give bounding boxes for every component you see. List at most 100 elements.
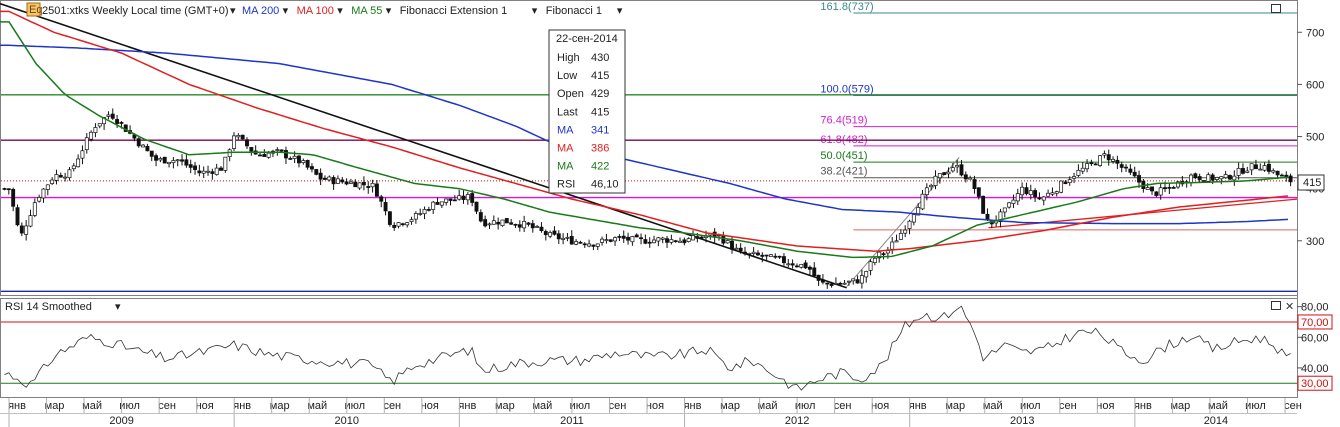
candle-body [838, 282, 843, 285]
candle-body [691, 235, 695, 241]
symbol-icon[interactable] [26, 2, 41, 17]
candle-body [535, 226, 540, 228]
candle-body [773, 255, 778, 258]
indicator-dropdown-icon[interactable]: ▾ [532, 5, 538, 17]
indicator-label[interactable]: Fibonacci 1 [546, 5, 602, 17]
indicator-label[interactable]: MA 200 [242, 5, 279, 17]
candle-body [911, 214, 916, 223]
candle-body [1163, 187, 1167, 190]
candle-body [1024, 187, 1029, 195]
candle-body [58, 174, 63, 178]
indicator-dropdown-icon[interactable]: ▾ [386, 5, 392, 17]
candle-body [530, 223, 535, 229]
candle-body [1098, 155, 1103, 166]
candle-body [457, 195, 462, 200]
indicator-label[interactable]: Fibonacci Extension 1 [400, 5, 508, 17]
candle-body [976, 187, 981, 197]
candle-body [405, 222, 410, 226]
candle-body [266, 152, 271, 158]
candle-body [448, 198, 453, 201]
symbol-label[interactable]: 2501:xtks Weekly Local time (GMT+0) [42, 5, 229, 17]
candle-body [1050, 192, 1055, 195]
year-tick-label: 2012 [785, 415, 809, 427]
candle-body [790, 263, 795, 266]
month-tick-label: ноя [646, 400, 664, 412]
price-tick-label: 600 [1306, 79, 1324, 91]
candle-body [1253, 164, 1258, 170]
candle-body [972, 179, 977, 189]
candle-body [119, 122, 124, 124]
indicator-dropdown-icon[interactable]: ▾ [337, 5, 343, 17]
candle-body [998, 211, 1003, 223]
candle-body [2, 188, 7, 190]
candle-body [1106, 154, 1111, 161]
candle-body [470, 193, 475, 203]
candle-body [496, 221, 501, 225]
candle-body [955, 165, 960, 168]
candle-body [595, 243, 600, 247]
candle-body [1028, 190, 1033, 196]
fib-extension-line [846, 157, 960, 287]
candle-body [842, 282, 847, 285]
candle-body [626, 236, 631, 241]
rsi-dropdown-icon[interactable]: ▾ [115, 301, 121, 313]
candle-body [1015, 193, 1020, 202]
tooltip-key: Open [557, 88, 584, 100]
candle-body [465, 194, 470, 201]
month-tick-label: ноя [1096, 400, 1114, 412]
rsi-close-icon[interactable]: ✕ [1285, 301, 1294, 313]
candle-body [284, 150, 288, 159]
candle-body [1223, 174, 1228, 179]
tooltip-key: Last [557, 106, 578, 118]
candle-body [1137, 175, 1141, 183]
candle-body [1080, 167, 1085, 172]
candle-body [730, 240, 734, 250]
svg-text:Eq: Eq [29, 4, 42, 16]
candle-body [942, 172, 947, 176]
tooltip-value: 422 [591, 161, 609, 173]
candle-body [383, 202, 388, 212]
maximize-icon[interactable] [1271, 4, 1281, 13]
tooltip-value: 429 [591, 88, 609, 100]
candle-body [504, 218, 509, 224]
rsi-maximize-icon[interactable] [1271, 301, 1281, 310]
moving-average-line [0, 21, 1289, 259]
tooltip-key: MA [557, 124, 574, 136]
candle-body [600, 238, 605, 243]
candle-body [206, 170, 210, 173]
candle-body [833, 283, 838, 285]
indicator-dropdown-icon[interactable]: ▾ [283, 5, 289, 17]
candle-body [1193, 173, 1198, 178]
candle-body [500, 219, 505, 226]
candle-body [275, 149, 280, 151]
candle-body [340, 179, 345, 183]
candle-body [881, 253, 886, 255]
rsi-title[interactable]: RSI 14 Smoothed [5, 301, 92, 313]
tooltip-value: 46,10 [591, 179, 619, 191]
candle-body [483, 219, 488, 227]
candle-body [621, 235, 626, 239]
candle-body [379, 196, 384, 202]
candle-body [305, 160, 310, 168]
candle-body [782, 256, 786, 264]
candle-body [93, 127, 98, 133]
indicator-dropdown-icon[interactable]: ▾ [617, 5, 623, 17]
indicator-label[interactable]: MA 100 [297, 5, 334, 17]
candle-body [327, 176, 332, 181]
candle-body [28, 215, 33, 227]
candle-body [574, 241, 579, 245]
dropdown-icon[interactable]: ▾ [230, 5, 236, 17]
candle-body [634, 234, 639, 238]
candle-body [149, 150, 154, 157]
candle-body [877, 251, 882, 259]
candle-body [444, 198, 449, 203]
month-tick-label: сен [158, 400, 176, 412]
candle-body [903, 229, 908, 234]
year-tick-label: 2009 [109, 415, 133, 427]
candle-body [422, 209, 427, 215]
candle-body [288, 158, 293, 160]
candle-body [335, 178, 340, 184]
rsi-tag-label: 70,00 [1301, 317, 1329, 329]
tooltip-value: 415 [591, 106, 609, 118]
indicator-label[interactable]: MA 55 [351, 5, 382, 17]
